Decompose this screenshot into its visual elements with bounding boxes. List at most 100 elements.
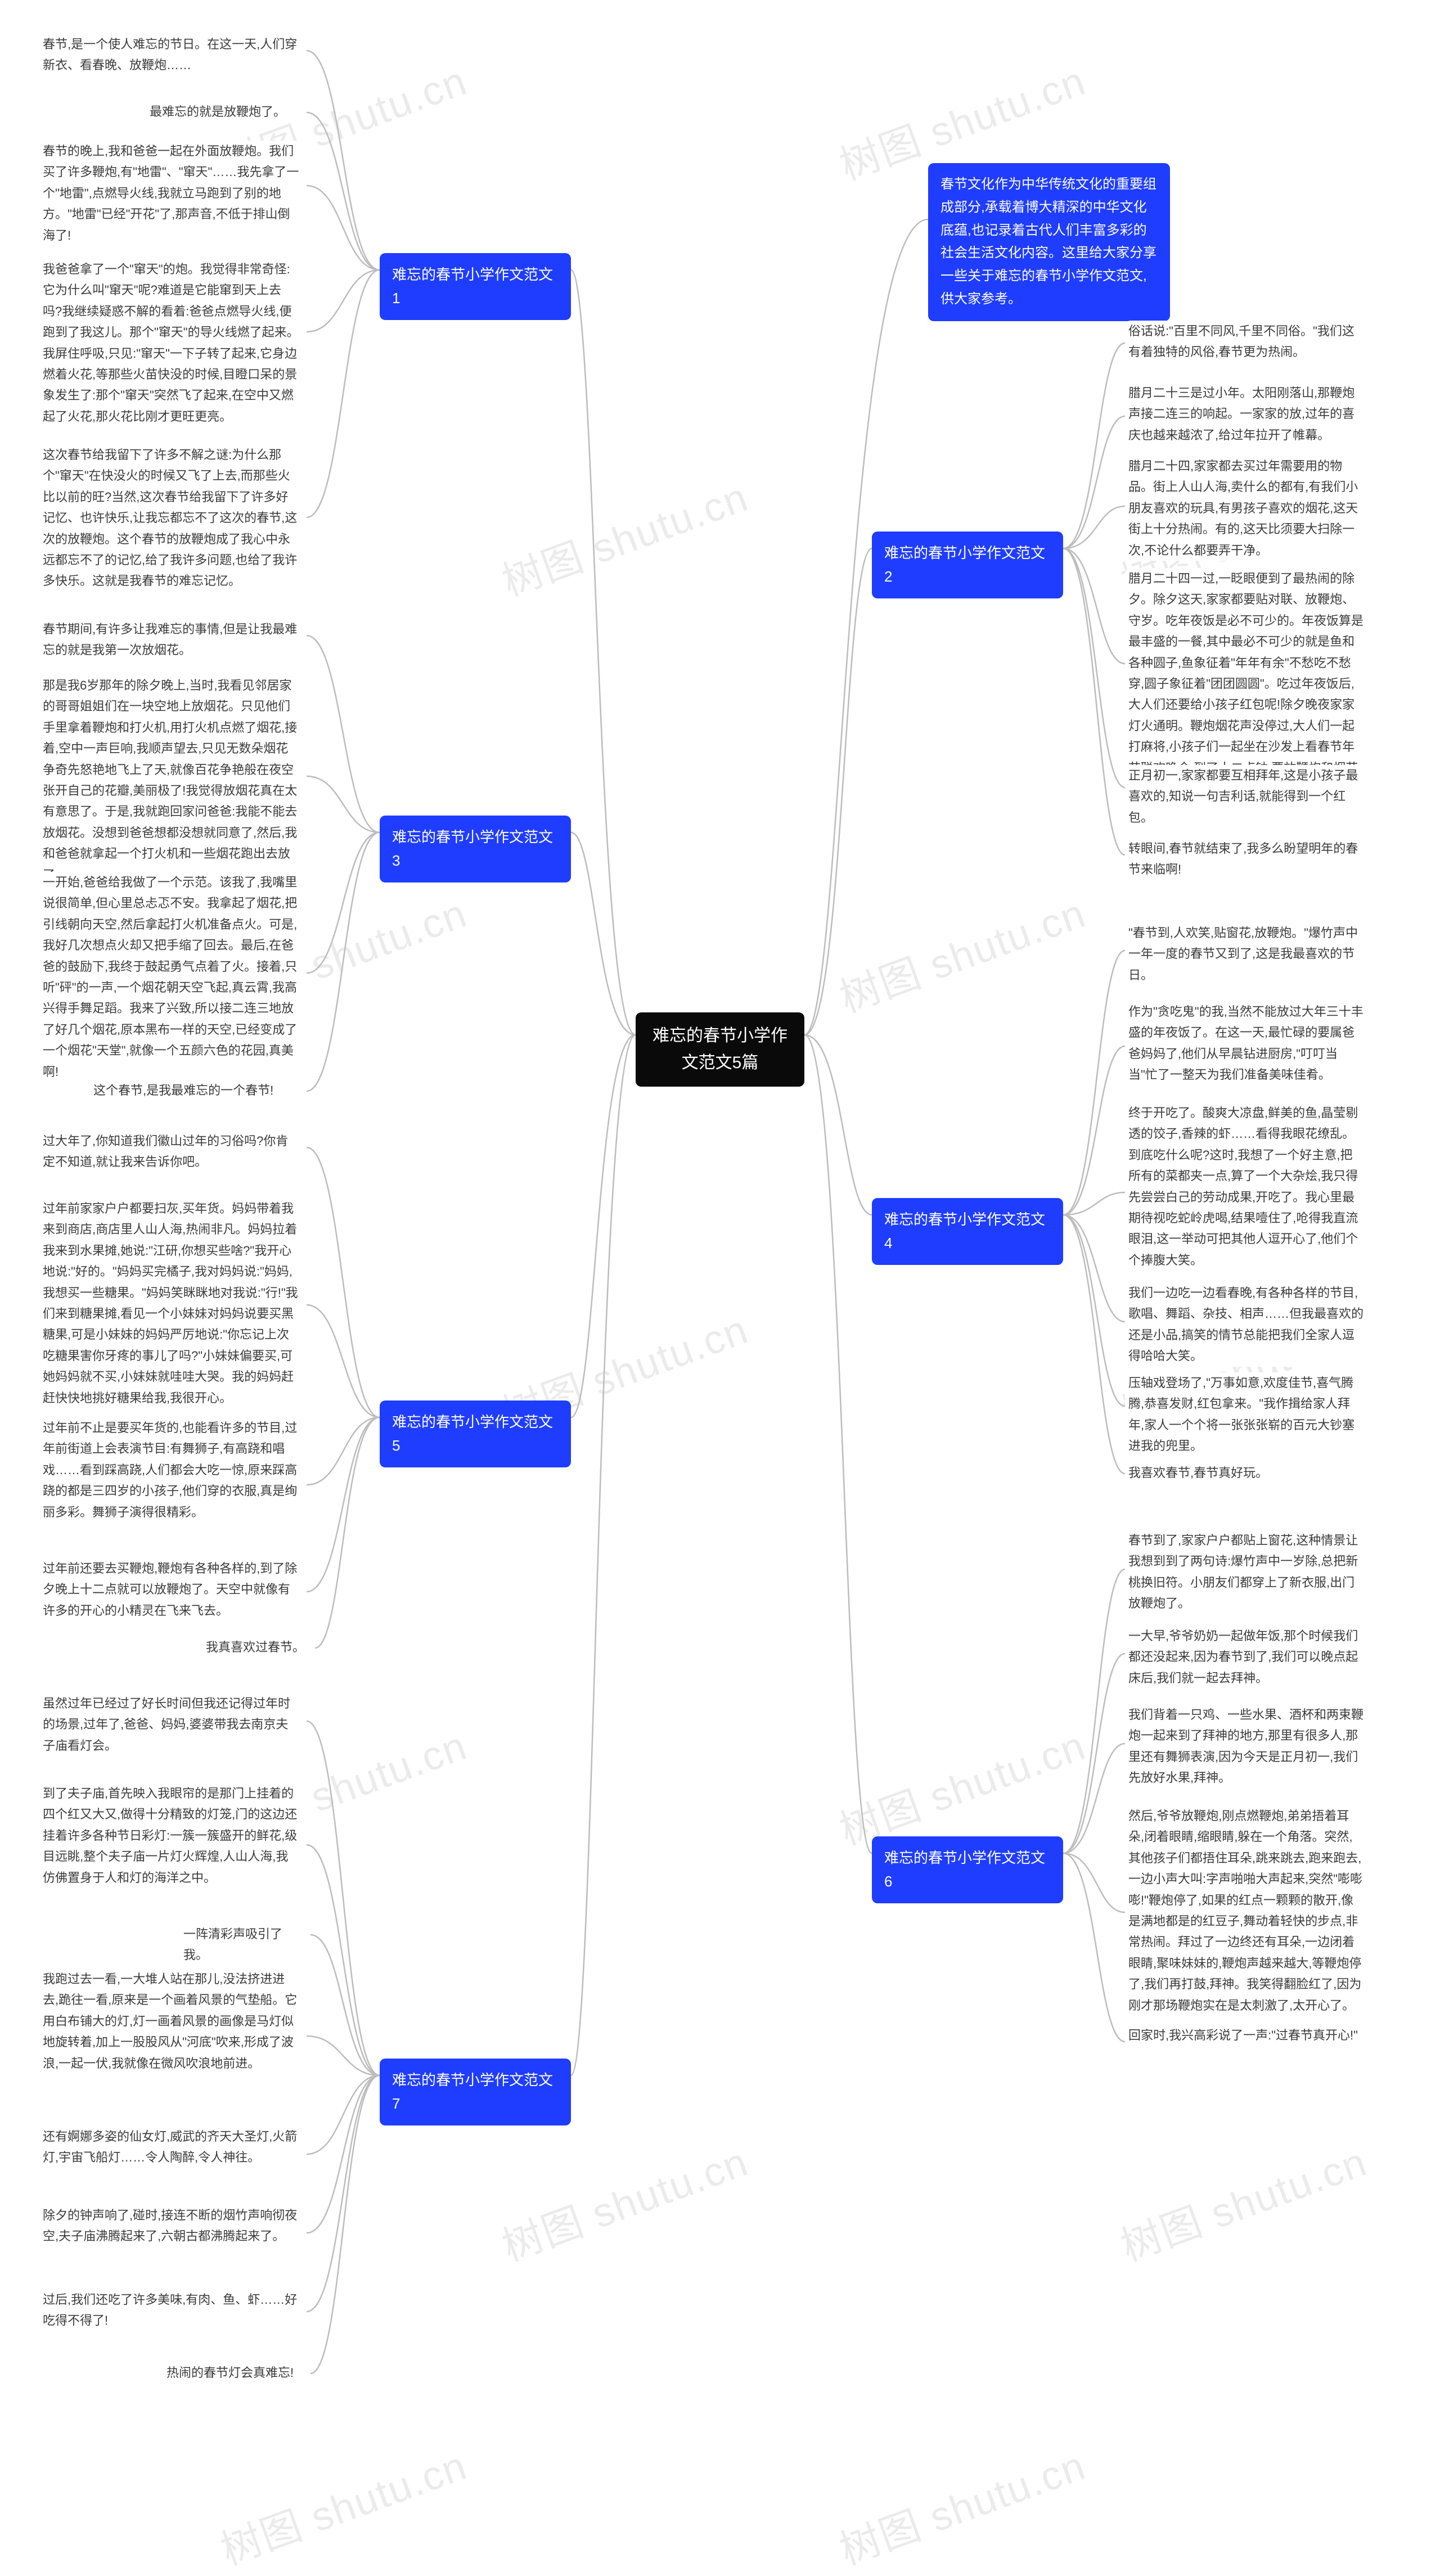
mindmap-leaf-node: 我真喜欢过春节。 [202, 1637, 315, 1658]
leaf-text: 然后,爷爷放鞭炮,刚点燃鞭炮,弟弟捂着耳朵,闭着眼睛,缩眼睛,躲在一个角落。突然… [1128, 1809, 1362, 2012]
mindmap-leaf-node: 俗话说:"百里不同风,千里不同俗。"我们这有着独特的风俗,春节更为热闹。 [1125, 321, 1367, 363]
connector-path [1063, 1744, 1125, 1853]
leaf-text: 过年前不止是要买年货的,也能看许多的节目,过年前街道上会表演节目:有舞狮子,有高… [43, 1421, 297, 1519]
leaf-text: 正月初一,家家都要互相拜年,这是小孩子最喜欢的,知说一句吉利话,就能得到一个红包… [1128, 768, 1358, 825]
mindmap-leaf-node: 我们背着一只鸡、一些水果、酒杯和两束鞭炮一起来到了拜神的地方,那里有很多人,那里… [1125, 1704, 1367, 1789]
connector-path [1063, 1654, 1125, 1853]
connector-path [1063, 548, 1125, 855]
mindmap-leaf-node: 腊月二十三是过小年。太阳刚落山,那鞭炮声接二连三的响起。一家家的放,过年的喜庆也… [1125, 382, 1367, 445]
connector-path [307, 2075, 380, 2312]
connector-path [1063, 1215, 1125, 1406]
connector-path [804, 548, 872, 1035]
mindmap-leaf-node: 热闹的春节灯会真难忘! [163, 2362, 309, 2383]
mindmap-leaf-node: 最难忘的就是放鞭炮了。 [146, 101, 304, 122]
connector-path [307, 832, 380, 1091]
mindmap-leaf-node: "春节到,人欢笑,贴窗花,放鞭炮。"爆竹声中一年一度的春节又到了,这是我最喜欢的… [1125, 922, 1367, 985]
mindmap-leaf-node: 过年前不止是要买年货的,也能看许多的节目,过年前街道上会表演节目:有舞狮子,有高… [39, 1417, 304, 1523]
leaf-text: 虽然过年已经过了好长时间但我还记得过年时的场景,过年了,爸爸、妈妈,婆婆带我去南… [43, 1696, 290, 1753]
mindmap-leaf-node: 然后,爷爷放鞭炮,刚点燃鞭炮,弟弟捂着耳朵,闭着眼睛,缩眼睛,躲在一个角落。突然… [1125, 1805, 1367, 2016]
leaf-text: 我们背着一只鸡、一些水果、酒杯和两束鞭炮一起来到了拜神的地方,那里有很多人,那里… [1128, 1708, 1364, 1785]
watermark-text: 树图 shutu.cn [830, 2433, 1092, 2576]
connector-path [307, 1305, 380, 1417]
leaf-text: 春节的晚上,我和爸爸一起在外面放鞭炮。我们买了许多鞭炮,有"地雷"、"窜天"……… [43, 144, 299, 242]
watermark-text: 树图 shutu.cn [830, 1713, 1092, 1856]
leaf-text: 一开始,爸爸给我做了一个示范。该我了,我嘴里说很简单,但心里总忐忑不安。我拿起了… [43, 875, 297, 1079]
mindmap-leaf-node: 春节的晚上,我和爸爸一起在外面放鞭炮。我们买了许多鞭炮,有"地雷"、"窜天"……… [39, 141, 304, 246]
connector-path [307, 776, 380, 832]
connector-path [307, 186, 380, 270]
watermark-text: 树图 shutu.cn [212, 2433, 474, 2576]
mindmap-leaf-node: 我跑过去一看,一大堆人站在那儿,没法挤进进去,跪往一看,原来是一个画着风景的气垫… [39, 1969, 304, 2074]
connector-path [307, 51, 380, 270]
mindmap-leaf-node: 压轴戏登场了,"万事如意,欢度佳节,喜气腾腾,恭喜发财,红包拿来。"我作揖给家人… [1125, 1372, 1367, 1457]
leaf-text: 腊月二十四一过,一眨眼便到了最热闹的除夕。除夕这天,家家都要贴对联、放鞭炮、守岁… [1128, 571, 1364, 796]
mindmap-leaf-node: 虽然过年已经过了好长时间但我还记得过年时的场景,过年了,爸爸、妈妈,婆婆带我去南… [39, 1693, 304, 1756]
mindmap-branch-node: 难忘的春节小学作文范文6 [872, 1836, 1063, 1903]
mindmap-intro-node: 春节文化作为中华传统文化的重要组成部分,承载着博大精深的中华文化底蕴,也记录着古… [928, 163, 1170, 321]
leaf-text: 压轴戏登场了,"万事如意,欢度佳节,喜气腾腾,恭喜发财,红包拿来。"我作揖给家人… [1128, 1376, 1354, 1453]
connector-path [804, 1035, 872, 1215]
branch-label: 难忘的春节小学作文范文5 [392, 1413, 553, 1454]
branch-label: 难忘的春节小学作文范文7 [392, 2071, 553, 2112]
leaf-text: "春节到,人欢笑,贴窗花,放鞭炮。"爆竹声中一年一度的春节又到了,这是我最喜欢的… [1128, 926, 1358, 982]
connector-path [1063, 1215, 1125, 1322]
leaf-text: 还有婀娜多姿的仙女灯,威武的齐天大圣灯,火箭灯,宇宙飞船灯……令人陶醉,令人神往… [43, 2129, 297, 2164]
connector-path [307, 832, 380, 973]
connector-path [1063, 1215, 1125, 1474]
mindmap-leaf-node: 正月初一,家家都要互相拜年,这是小孩子最喜欢的,知说一句吉利话,就能得到一个红包… [1125, 765, 1367, 828]
connector-path [307, 112, 380, 270]
leaf-text: 春节到了,家家户户都贴上窗花,这种情景让我想到到了两句诗:爆竹声中一岁除,总把新… [1128, 1533, 1358, 1610]
mindmap-leaf-node: 终于开吃了。酸爽大凉盘,鲜美的鱼,晶莹剔透的饺子,香辣的虾……看得我眼花缭乱。到… [1125, 1102, 1367, 1271]
connector-path [1063, 1853, 1125, 1912]
leaf-text: 作为"贪吃鬼"的我,当然不能放过大年三十丰盛的年夜饭了。在这一天,最忙碌的要属爸… [1128, 1005, 1364, 1082]
connector-path [307, 1721, 380, 2075]
connector-path [571, 1035, 636, 2075]
branch-label: 难忘的春节小学作文范文2 [884, 544, 1045, 585]
connector-path [310, 2075, 380, 2374]
center-title: 难忘的春节小学作文范文5篇 [652, 1026, 788, 1072]
watermark-text: 树图 shutu.cn [1112, 2129, 1374, 2272]
leaf-text: 最难忘的就是放鞭炮了。 [150, 105, 286, 119]
leaf-text: 过年前还要去买鞭炮,鞭炮有各种各样的,到了除夕晚上十二点就可以放鞭炮了。天空中就… [43, 1561, 297, 1618]
watermark-text: 树图 shutu.cn [830, 880, 1092, 1024]
connector-path [1063, 1569, 1125, 1853]
leaf-text: 过大年了,你知道我们徽山过年的习俗吗?你肯定不知道,就让我来告诉你吧。 [43, 1134, 288, 1169]
leaf-text: 到了夫子庙,首先映入我眼帘的是那门上挂着的四个红又大又,做得十分精致的灯笼,门的… [43, 1786, 297, 1885]
mindmap-branch-node: 难忘的春节小学作文范文1 [380, 253, 571, 320]
mindmap-leaf-node: 除夕的钟声响了,碰时,接连不断的烟竹声响彻夜空,夫子庙沸腾起来了,六朝古都沸腾起… [39, 2205, 304, 2247]
leaf-text: 转眼间,春节就结束了,我多么盼望明年的春节来临啊! [1128, 841, 1358, 876]
mindmap-branch-node: 难忘的春节小学作文范文2 [872, 532, 1063, 598]
leaf-text: 除夕的钟声响了,碰时,接连不断的烟竹声响彻夜空,夫子庙沸腾起来了,六朝古都沸腾起… [43, 2208, 297, 2243]
connector-path [307, 1147, 380, 1417]
mindmap-branch-node: 难忘的春节小学作文范文4 [872, 1198, 1063, 1265]
mindmap-leaf-node: 过后,我们还吃了许多美味,有肉、鱼、虾……好吃得不得了! [39, 2289, 304, 2331]
mindmap-leaf-node: 还有婀娜多姿的仙女灯,威武的齐天大圣灯,火箭灯,宇宙飞船灯……令人陶醉,令人神往… [39, 2126, 304, 2168]
intro-text: 春节文化作为中华传统文化的重要组成部分,承载着博大精深的中华文化底蕴,也记录着古… [940, 177, 1156, 307]
mindmap-leaf-node: 过年前还要去买鞭炮,鞭炮有各种各样的,到了除夕晚上十二点就可以放鞭炮了。天空中就… [39, 1558, 304, 1621]
leaf-text: 俗话说:"百里不同风,千里不同俗。"我们这有着独特的风俗,春节更为热闹。 [1128, 324, 1354, 359]
connector-path [307, 2036, 380, 2075]
connector-path [307, 1417, 380, 1485]
mindmap-leaf-node: 我们一边吃一边看春晚,有各种各样的节目,歌唱、舞蹈、杂技、相声……但我最喜欢的还… [1125, 1282, 1367, 1367]
mindmap-center-node: 难忘的春节小学作文范文5篇 [636, 1012, 804, 1087]
branch-label: 难忘的春节小学作文范文3 [392, 828, 553, 869]
leaf-text: 一大早,爷爷奶奶一起做年饭,那个时候我们都还没起来,因为春节到了,我们可以晚点起… [1128, 1629, 1358, 1685]
leaf-text: 终于开吃了。酸爽大凉盘,鲜美的鱼,晶莹剔透的饺子,香辣的虾……看得我眼花缭乱。到… [1128, 1106, 1358, 1267]
connector-path [804, 1035, 872, 1853]
mindmap-leaf-node: 过大年了,你知道我们徽山过年的习俗吗?你肯定不知道,就让我来告诉你吧。 [39, 1131, 304, 1173]
mindmap-leaf-node: 我爸爸拿了一个"窜天"的炮。我觉得非常奇怪:它为什么叫"窜天"呢?难道是它能窜到… [39, 259, 304, 427]
branch-label: 难忘的春节小学作文范文1 [392, 266, 553, 307]
connector-path [307, 636, 380, 832]
mindmap-leaf-node: 回家时,我兴高彩说了一声:"过春节真开心!" [1125, 2025, 1367, 2046]
branch-label: 难忘的春节小学作文范文6 [884, 1849, 1045, 1890]
leaf-text: 我们一边吃一边看春晚,有各种各样的节目,歌唱、舞蹈、杂技、相声……但我最喜欢的还… [1128, 1286, 1364, 1363]
connector-path [571, 270, 636, 1035]
connector-path [1063, 951, 1125, 1215]
mindmap-leaf-node: 一阵清彩声吸引了我。 [180, 1924, 309, 1966]
mindmap-branch-node: 难忘的春节小学作文范文5 [380, 1400, 571, 1467]
connector-path [804, 219, 928, 1035]
connector-path [307, 270, 380, 332]
mindmap-leaf-node: 这个春节,是我最难忘的一个春节! [90, 1080, 304, 1101]
leaf-text: 回家时,我兴高彩说了一声:"过春节真开心!" [1128, 2028, 1358, 2042]
connector-path [1063, 548, 1125, 664]
